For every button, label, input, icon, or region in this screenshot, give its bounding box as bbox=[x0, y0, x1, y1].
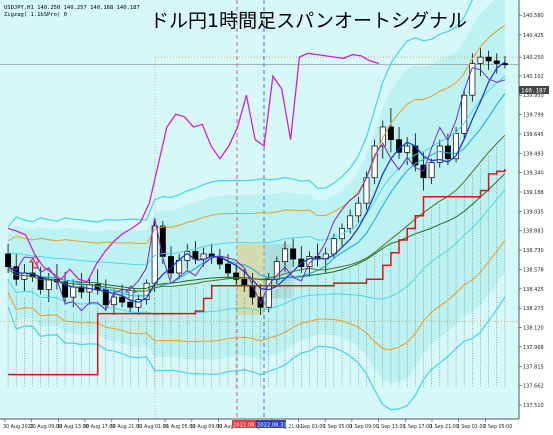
trailing-stop-line bbox=[8, 168, 506, 376]
candle-body bbox=[347, 215, 354, 229]
candle-body bbox=[265, 278, 272, 308]
price-tick-label: 139.035 bbox=[523, 209, 544, 215]
candle-body bbox=[119, 296, 126, 303]
price-tick-label: 140.250 bbox=[523, 55, 544, 61]
candle-body bbox=[461, 94, 468, 134]
candle-body bbox=[233, 272, 240, 280]
highlight-label-2: 2022.08.31 21:00 bbox=[257, 423, 303, 429]
candle-body bbox=[241, 278, 248, 287]
price-tick-label: 140.580 bbox=[523, 13, 544, 19]
price-tick-label: 139.340 bbox=[523, 171, 544, 177]
candle-body bbox=[469, 63, 476, 96]
price-tick-label: 138.273 bbox=[523, 306, 544, 312]
candle-body bbox=[379, 126, 386, 147]
candle-body bbox=[404, 145, 411, 153]
span-auto-line-violet bbox=[7, 67, 506, 312]
price-tick-label: 138.120 bbox=[523, 326, 544, 332]
indicator-lines-layer bbox=[7, 0, 506, 411]
candle-body bbox=[485, 56, 492, 62]
candle-body bbox=[127, 301, 134, 308]
time-tick-label: 2 Sep 05:00 bbox=[483, 424, 512, 430]
symbol-line: USDJPY,H1 140.250 140.257 140.168 140.18… bbox=[4, 5, 140, 11]
band-inner-lower bbox=[7, 189, 506, 316]
candle-body bbox=[306, 256, 313, 267]
price-badge-bg bbox=[519, 86, 549, 94]
time-tick-label: 31 Aug 05:00 bbox=[163, 424, 195, 430]
candle-body bbox=[493, 60, 500, 64]
candle-body bbox=[111, 296, 117, 306]
candle-body bbox=[45, 278, 52, 290]
candle-body bbox=[192, 251, 199, 260]
band-inner-upper bbox=[8, 75, 506, 266]
candle-body bbox=[282, 248, 288, 262]
candle-body bbox=[249, 285, 256, 298]
candle-body bbox=[135, 299, 142, 308]
price-badge: 140.187 bbox=[521, 88, 547, 95]
candle-body bbox=[168, 256, 174, 274]
time-tick-label: 30 Aug 13:00 bbox=[56, 424, 88, 430]
time-tick-label: 31 Aug 21:00 bbox=[270, 424, 302, 430]
band-mid-upper bbox=[7, 24, 506, 245]
ma-blue bbox=[7, 61, 506, 303]
time-tick-label: 30 Aug 21:00 bbox=[110, 424, 142, 430]
candle-body bbox=[225, 263, 231, 274]
band-outer-lower bbox=[7, 296, 506, 411]
price-tick-label: 138.883 bbox=[523, 229, 544, 235]
price-tick-label: 138.730 bbox=[523, 248, 544, 254]
span-auto-line-magenta bbox=[7, 52, 380, 283]
price-tick-label: 137.510 bbox=[523, 403, 544, 409]
histogram-layer bbox=[7, 138, 506, 388]
price-tick-label: 138.578 bbox=[523, 267, 544, 273]
time-tick-label: 30 Aug 2022 bbox=[3, 424, 34, 430]
chart-title: ドル円1時間足スパンオートシグナル bbox=[150, 10, 467, 32]
time-tick-label: 1 Sep 05:00 bbox=[323, 424, 352, 430]
price-axis-background bbox=[519, 0, 553, 435]
indicator-line: Zigzag( 1.1bSPro) 0 bbox=[4, 12, 67, 18]
candle-body bbox=[330, 238, 337, 255]
time-tick-label: 31 Aug 01:00 bbox=[136, 424, 168, 430]
candle-body bbox=[5, 253, 12, 267]
candle-body bbox=[428, 162, 435, 179]
price-tick-label: 140.102 bbox=[523, 74, 544, 80]
candle-body bbox=[159, 225, 166, 257]
candle-body bbox=[436, 145, 443, 163]
time-tick-label: 30 Aug 09:00 bbox=[30, 424, 62, 430]
price-tick-label: 139.188 bbox=[523, 190, 544, 196]
time-tick-label: 2 Sep 01:00 bbox=[457, 424, 486, 430]
candle-body bbox=[290, 248, 297, 260]
price-tick-label: 137.662 bbox=[523, 384, 544, 390]
time-tick-label: 1 Sep 17:00 bbox=[403, 424, 432, 430]
price-tick-label: 139.799 bbox=[523, 112, 544, 118]
price-tick-label: 138.425 bbox=[523, 287, 544, 293]
candle-body bbox=[62, 281, 69, 298]
candle-body bbox=[477, 56, 484, 64]
price-tick-label: 137.968 bbox=[523, 345, 544, 351]
band-mid-lower bbox=[7, 239, 506, 351]
price-tick-label: 137.815 bbox=[523, 364, 544, 370]
time-tick-label: 31 Aug 09:00 bbox=[190, 424, 222, 430]
price-tick-label: 140.425 bbox=[523, 33, 544, 39]
time-tick-label: 1 Sep 13:00 bbox=[377, 424, 406, 430]
highlight-label-2-bg bbox=[256, 420, 286, 428]
time-tick-label: 1 Sep 09:00 bbox=[350, 424, 379, 430]
time-tick-label: 1 Sep 21:00 bbox=[430, 424, 459, 430]
candle-body bbox=[453, 132, 460, 160]
price-axis-ticks: 140.580 140.425 140.250 140.102 139.950 139.7… bbox=[519, 13, 544, 409]
time-tick-label: 1 Sep 01:00 bbox=[297, 424, 326, 430]
price-tick-label: 139.950 bbox=[523, 93, 544, 99]
band-outer-upper bbox=[7, 0, 474, 228]
highlight-label-1-bg bbox=[232, 420, 268, 428]
price-tick-label: 139.493 bbox=[523, 151, 544, 157]
candle-body bbox=[355, 202, 362, 217]
ma-olive bbox=[7, 134, 506, 292]
price-tick-label: 139.645 bbox=[523, 132, 544, 138]
candle-body bbox=[387, 126, 394, 141]
candle-body bbox=[70, 286, 77, 298]
candle-body bbox=[151, 225, 158, 284]
time-tick-label: 30 Aug 17:00 bbox=[83, 424, 115, 430]
